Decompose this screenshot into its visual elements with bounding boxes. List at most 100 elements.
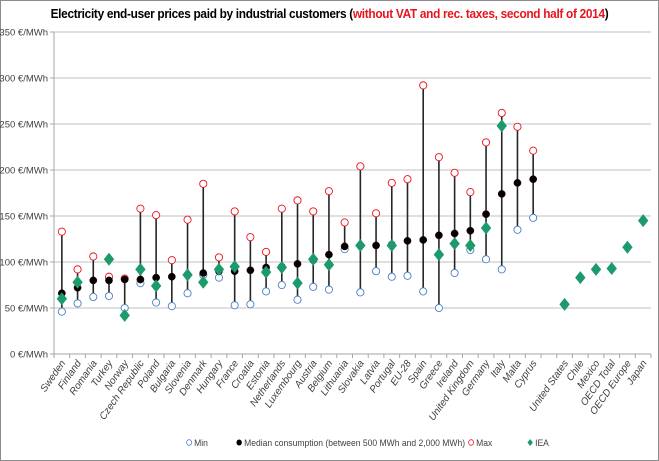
max-point: [277, 204, 286, 213]
iea-point: [276, 261, 288, 275]
max-point: [450, 168, 459, 177]
median-point: [325, 250, 333, 259]
min-point: [167, 302, 176, 311]
min-point: [104, 291, 114, 301]
median-point: [497, 190, 506, 198]
median-point: [89, 276, 98, 285]
max-point: [167, 256, 176, 265]
iea-point: [308, 252, 319, 266]
iea-point: [590, 262, 602, 276]
median-point: [340, 242, 349, 251]
max-point: [214, 253, 224, 262]
iea-point: [150, 279, 162, 293]
median-point: [435, 231, 443, 240]
max-point: [199, 179, 208, 188]
min-point: [529, 213, 538, 222]
chart-title: Electricity end-user prices paid by indu…: [50, 6, 609, 21]
max-point: [309, 207, 318, 216]
min-point: [419, 287, 428, 296]
legend-min-marker-icon: [186, 438, 193, 449]
min-point: [230, 301, 239, 310]
y-tick-label: 300 €/MWh: [0, 74, 48, 85]
legend-item-iea: IEA: [527, 438, 549, 449]
max-point: [230, 207, 239, 216]
max-point: [324, 187, 333, 196]
min-point: [89, 292, 98, 302]
min-point: [309, 282, 318, 291]
max-point: [434, 153, 443, 162]
median-point: [419, 236, 428, 244]
legend-iea-label: IEA: [535, 438, 549, 450]
median-point: [529, 175, 538, 184]
median-point: [466, 226, 475, 235]
iea-point: [449, 237, 460, 251]
iea-point: [182, 268, 193, 282]
legend-iea-marker-icon: [527, 438, 533, 449]
median-point: [450, 229, 459, 238]
y-tick-label: 50 €/MWh: [5, 304, 48, 315]
iea-point: [480, 221, 492, 235]
max-point: [372, 209, 381, 218]
legend-item-min: Min: [186, 438, 208, 449]
min-point: [324, 285, 333, 294]
min-point: [403, 271, 412, 280]
min-point: [356, 288, 365, 297]
max-point: [152, 211, 161, 220]
median-point: [199, 269, 208, 277]
max-point: [73, 265, 82, 274]
max-point: [529, 146, 538, 155]
max-point: [513, 122, 522, 131]
min-point: [434, 303, 443, 313]
max-point: [136, 204, 145, 213]
y-axis: 0 €/MWh 50 €/MWh 100 €/MWh 150 €/MWh 200 €/M…: [0, 28, 55, 361]
median-point: [167, 272, 176, 281]
iea-point: [637, 214, 649, 228]
y-tick-label: 150 €/MWh: [0, 212, 48, 223]
legend-median-label: Median consumption (between 500 MWh and …: [244, 438, 466, 450]
iea-point: [323, 258, 335, 272]
iea-point: [72, 275, 83, 289]
min-point: [183, 289, 192, 298]
iea-point: [465, 238, 476, 252]
min-point: [481, 255, 491, 264]
min-point: [497, 265, 506, 274]
gridlines: [54, 31, 651, 355]
iea-point: [229, 260, 240, 274]
max-point: [419, 81, 428, 90]
median-point: [513, 179, 522, 187]
legend-max-label: Max: [476, 438, 493, 450]
min-point: [57, 307, 66, 316]
y-tick-label: 250 €/MWh: [0, 120, 48, 131]
max-point: [481, 138, 491, 147]
max-point: [387, 178, 396, 187]
y-tick-label: 0 €/MWh: [10, 350, 48, 361]
median-point: [136, 275, 145, 284]
legend-item-max: Max: [468, 438, 492, 449]
iea-point: [496, 119, 507, 133]
median-point: [105, 276, 113, 285]
max-point: [89, 252, 98, 261]
min-point: [293, 295, 302, 304]
iea-point: [622, 240, 633, 254]
max-point: [497, 108, 506, 118]
max-point: [340, 218, 349, 227]
legend-max-marker-icon: [468, 438, 475, 449]
iea-point: [213, 262, 225, 276]
min-point: [277, 280, 286, 290]
max-point: [246, 233, 255, 242]
legend-min-label: Min: [194, 438, 208, 450]
max-point: [403, 175, 412, 184]
median-point: [293, 259, 302, 268]
chart-title-main: Electricity end-user prices paid by indu…: [50, 6, 347, 21]
y-tick-label: 350 €/MWh: [0, 28, 48, 39]
iea-point: [292, 276, 303, 290]
y-tick-label: 200 €/MWh: [0, 166, 48, 177]
iea-point: [433, 248, 445, 262]
iea-point: [119, 308, 130, 322]
min-point: [73, 299, 82, 308]
median-point: [246, 266, 255, 275]
legend-item-median: Median consumption (between 500 MWh and …: [236, 438, 465, 449]
max-point: [183, 215, 192, 224]
